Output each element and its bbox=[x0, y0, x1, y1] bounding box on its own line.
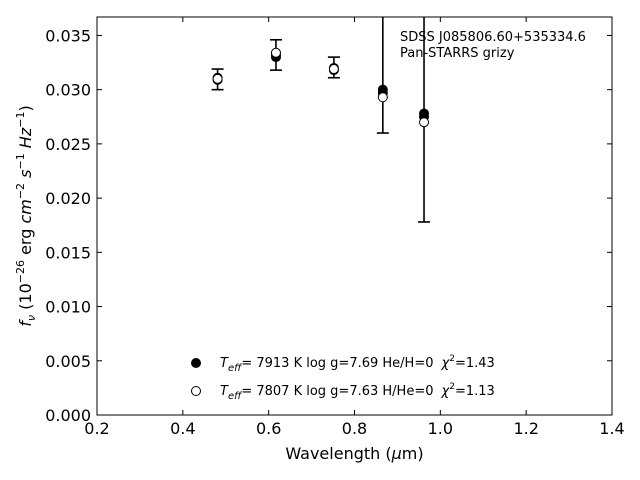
x-tick-label: 0.4 bbox=[170, 419, 195, 438]
legend: Teff= 7913 K log g=7.69 He/H=0 χ2=1.43 Te… bbox=[191, 354, 495, 402]
legend-entry-2: Teff= 7807 K log g=7.63 H/He=0 χ2=1.13 bbox=[220, 382, 495, 402]
y-tick-label: 0.035 bbox=[45, 26, 91, 45]
y-tick-label: 0.030 bbox=[45, 81, 91, 100]
data-points bbox=[212, 47, 430, 128]
model-point-filled bbox=[419, 108, 430, 119]
y-tick-label: 0.000 bbox=[45, 406, 91, 425]
model-point-open bbox=[377, 92, 388, 103]
x-tick-label: 0.8 bbox=[342, 419, 367, 438]
x-tick-label: 0.6 bbox=[256, 419, 281, 438]
error-bars bbox=[211, 17, 431, 223]
x-tick-label: 1.2 bbox=[513, 419, 538, 438]
model-point-open bbox=[270, 47, 281, 58]
x-tick-label: 1.0 bbox=[428, 419, 453, 438]
x-axis-label: Wavelength (μm) bbox=[285, 444, 423, 463]
legend-marker-open bbox=[191, 386, 201, 396]
annotation-survey: Pan-STARRS grizy bbox=[400, 46, 515, 61]
y-axis-label: fν (10−26 erg cm−2 s−1 Hz−1) bbox=[14, 105, 38, 326]
model-point-open bbox=[212, 73, 223, 84]
model-point-open bbox=[419, 117, 430, 128]
legend-marker-filled bbox=[191, 358, 201, 368]
annotation-object-name: SDSS J085806.60+535334.6 bbox=[400, 30, 586, 45]
axis-ticks: 0.2 0.4 0.6 0.8 1.0 1.2 1.4 0.000 0.005 0.010 0.01… bbox=[45, 17, 625, 438]
y-tick-label: 0.005 bbox=[45, 352, 91, 371]
y-tick-label: 0.020 bbox=[45, 189, 91, 208]
x-tick-label: 0.2 bbox=[84, 419, 109, 438]
y-tick-label: 0.010 bbox=[45, 298, 91, 317]
model-point-open bbox=[328, 64, 339, 75]
y-tick-label: 0.015 bbox=[45, 243, 91, 262]
y-tick-label: 0.025 bbox=[45, 135, 91, 154]
x-tick-label: 1.4 bbox=[599, 419, 624, 438]
legend-entry-1: Teff= 7913 K log g=7.69 He/H=0 χ2=1.43 bbox=[220, 354, 495, 374]
